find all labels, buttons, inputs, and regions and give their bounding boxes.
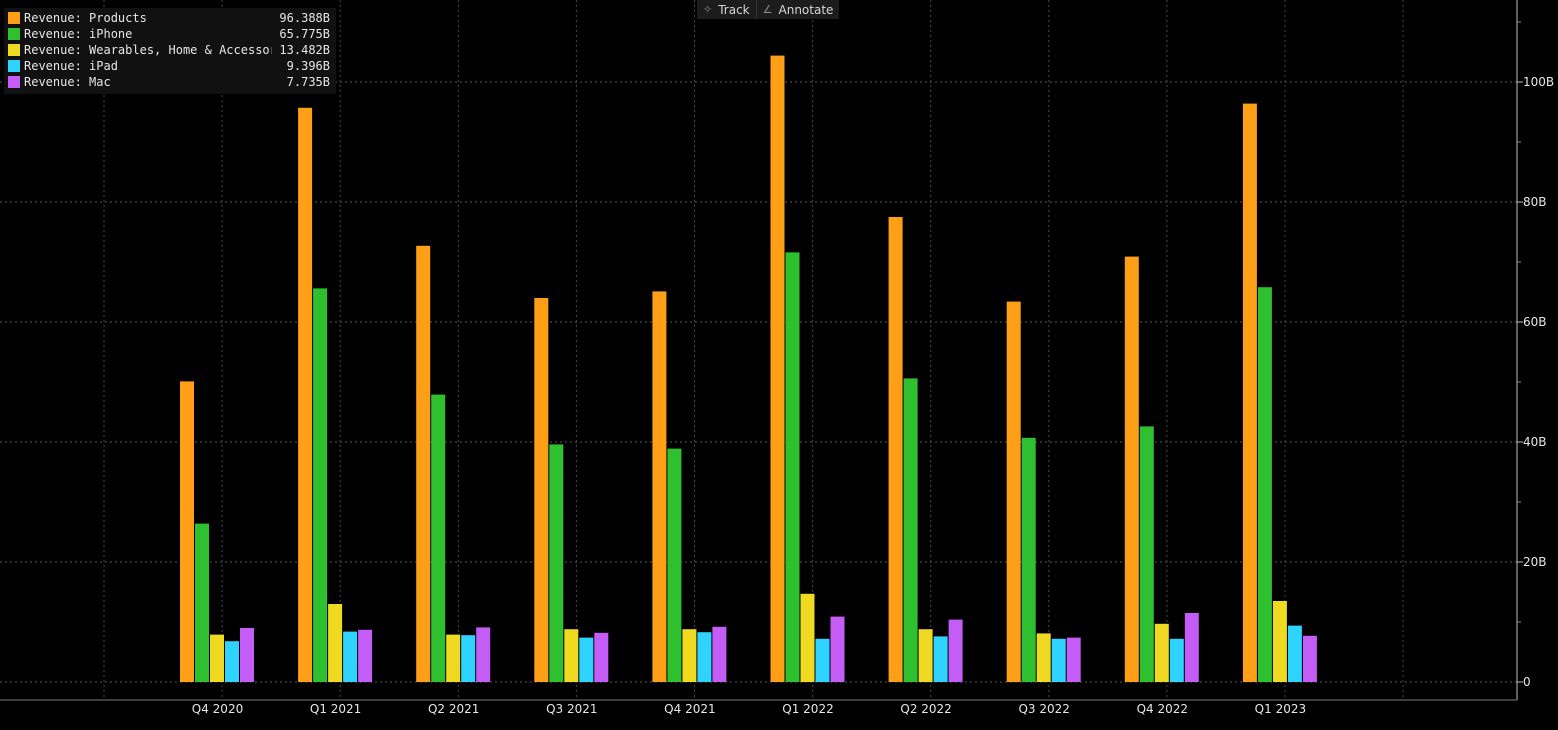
legend-label: Revenue: Mac: [24, 75, 111, 89]
x-tick-label: Q3 2022: [1018, 702, 1069, 716]
x-tick-label: Q4 2022: [1137, 702, 1188, 716]
bar-revenue-wearables-home-accessories: [564, 629, 579, 682]
bar-revenue-mac: [1184, 613, 1199, 682]
bar-revenue-iphone: [1021, 437, 1036, 682]
bar-revenue-iphone: [549, 444, 564, 682]
legend-value: 65.775B: [279, 27, 330, 41]
legend-label: Revenue: Wearables, Home & Accessories: [24, 43, 272, 57]
legend-value: 9.396B: [286, 59, 330, 73]
bar-revenue-wearables-home-accessories: [1036, 633, 1051, 682]
bar-revenue-iphone: [785, 252, 800, 682]
bar-revenue-mac: [712, 626, 727, 682]
chart-toolbar: ✧ Track ∠ Annotate: [697, 0, 840, 19]
bar-revenue-products: [888, 217, 903, 682]
x-tick-label: Q3 2021: [546, 702, 597, 716]
bar-revenue-wearables-home-accessories: [1154, 623, 1169, 682]
legend-item: Revenue: Wearables, Home & Accessories 13…: [4, 42, 336, 58]
track-button[interactable]: ✧ Track: [697, 0, 756, 19]
bar-revenue-products: [180, 381, 194, 682]
bar-revenue-products: [298, 107, 313, 683]
grid-lines: [0, 0, 1517, 700]
x-tick-label: Q2 2021: [428, 702, 479, 716]
bar-revenue-mac: [240, 628, 254, 682]
bar-revenue-iphone: [667, 448, 682, 682]
bar-revenue-products: [1006, 301, 1021, 682]
x-tick-label: Q1 2023: [1255, 702, 1306, 716]
bar-revenue-products: [652, 291, 667, 682]
y-tick-label: 60B: [1523, 315, 1547, 329]
bar-revenue-products: [1242, 103, 1257, 683]
y-tick-label: 80B: [1523, 195, 1547, 209]
crosshair-icon: ✧: [703, 3, 713, 16]
bar-revenue-wearables-home-accessories: [918, 629, 933, 682]
x-tick-label: Q2 2022: [900, 702, 951, 716]
track-label: Track: [718, 2, 750, 17]
y-tick-label: 40B: [1523, 435, 1547, 449]
bar-revenue-mac: [1302, 635, 1317, 682]
bar-revenue-mac: [476, 627, 491, 682]
bar-revenue-products: [534, 298, 549, 682]
bar-revenue-ipad: [697, 632, 712, 682]
x-axis-band: [0, 700, 1558, 730]
chart-legend: Revenue: Products 96.388B Revenue: iPhone 6…: [4, 8, 336, 94]
bars: [180, 55, 1317, 683]
legend-label: Revenue: iPad: [24, 59, 118, 73]
bar-revenue-mac: [594, 632, 609, 682]
bar-revenue-ipad: [461, 635, 476, 682]
bar-revenue-mac: [358, 629, 373, 682]
bar-revenue-wearables-home-accessories: [682, 629, 697, 682]
bar-revenue-ipad: [1051, 638, 1066, 682]
bar-revenue-products: [416, 245, 431, 683]
bar-revenue-ipad: [815, 638, 830, 682]
legend-label: Revenue: iPhone: [24, 27, 133, 41]
legend-item: Revenue: Mac 7.735B: [4, 74, 336, 90]
x-tick-label: Q1 2022: [782, 702, 833, 716]
legend-swatch: [8, 76, 20, 88]
bar-revenue-wearables-home-accessories: [328, 604, 343, 682]
legend-item: Revenue: Products 96.388B: [4, 10, 336, 26]
legend-swatch: [8, 60, 20, 72]
legend-item: Revenue: iPad 9.396B: [4, 58, 336, 74]
bar-revenue-ipad: [225, 641, 239, 682]
bar-revenue-ipad: [1287, 625, 1302, 682]
y-tick-label: 0: [1523, 675, 1531, 689]
legend-label: Revenue: Products: [24, 11, 147, 25]
x-tick-label: Q4 2020: [192, 702, 243, 716]
bar-revenue-iphone: [431, 394, 446, 682]
bar-revenue-mac: [1066, 637, 1081, 682]
legend-value: 13.482B: [279, 43, 330, 57]
x-tick-label: Q1 2021: [310, 702, 361, 716]
annotate-button[interactable]: ∠ Annotate: [755, 0, 840, 19]
bar-revenue-iphone: [1139, 426, 1154, 682]
bar-revenue-ipad: [343, 631, 358, 682]
legend-item: Revenue: iPhone 65.775B: [4, 26, 336, 42]
y-tick-label: 100B: [1523, 75, 1554, 89]
legend-value: 96.388B: [279, 11, 330, 25]
bar-revenue-iphone: [313, 288, 328, 682]
bar-revenue-iphone: [195, 523, 209, 682]
bar-revenue-mac: [830, 616, 845, 682]
bar-revenue-iphone: [903, 378, 918, 682]
bar-revenue-ipad: [579, 637, 594, 682]
bar-revenue-wearables-home-accessories: [1272, 601, 1287, 682]
bar-revenue-wearables-home-accessories: [210, 634, 224, 682]
legend-swatch: [8, 12, 20, 24]
bar-revenue-ipad: [1169, 638, 1184, 682]
bar-revenue-mac: [948, 619, 963, 682]
bar-revenue-products: [1124, 256, 1139, 682]
bar-revenue-wearables-home-accessories: [446, 634, 461, 682]
pencil-icon: ∠: [762, 3, 773, 16]
annotate-label: Annotate: [778, 2, 834, 17]
y-tick-label: 20B: [1523, 555, 1547, 569]
bar-revenue-iphone: [1257, 287, 1272, 682]
legend-swatch: [8, 28, 20, 40]
bar-revenue-products: [770, 55, 785, 683]
legend-swatch: [8, 44, 20, 56]
bar-revenue-wearables-home-accessories: [800, 593, 815, 682]
x-tick-label: Q4 2021: [664, 702, 715, 716]
legend-value: 7.735B: [286, 75, 330, 89]
bar-revenue-ipad: [933, 636, 948, 682]
